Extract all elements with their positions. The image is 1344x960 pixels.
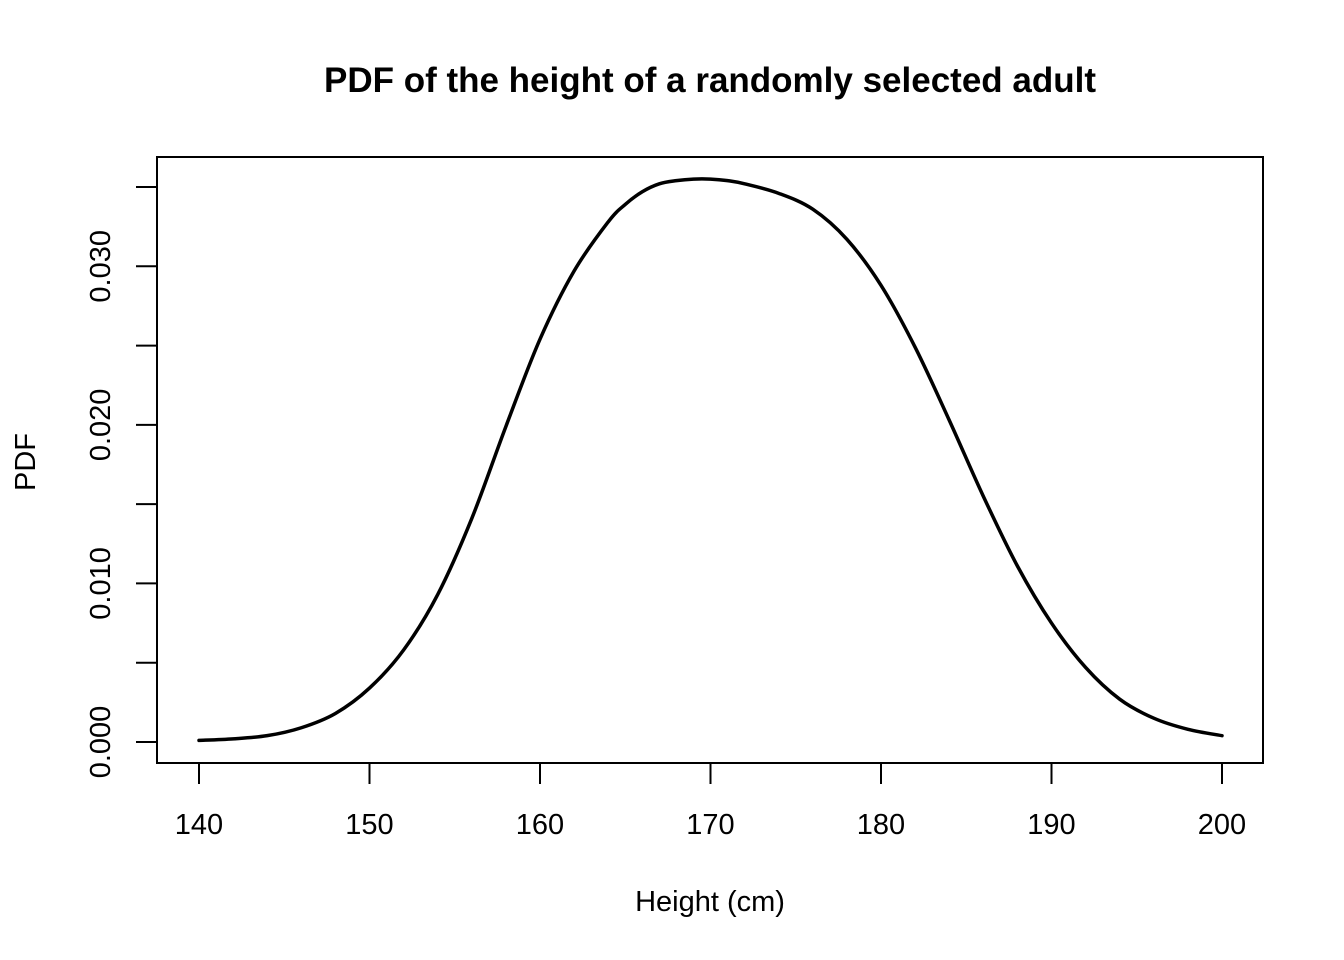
y-tick-label: 0.010 [85,547,117,620]
x-tick-label: 170 [686,809,734,841]
y-axis: 0.000 0.010 0.020 0.030 [85,186,158,779]
x-tick-label: 140 [175,809,223,841]
y-tick-label: 0.030 [85,230,117,303]
x-tick-label: 200 [1198,809,1246,841]
x-axis: 140 150 160 170 180 190 200 [175,762,1246,841]
x-tick-label: 160 [516,809,564,841]
x-tick-label: 150 [345,809,393,841]
pdf-curve [197,177,1224,743]
x-tick-label: 190 [1027,809,1075,841]
x-tick-label: 180 [857,809,905,841]
y-tick-label: 0.000 [85,706,117,779]
x-axis-label: Height (cm) [635,886,785,918]
y-tick-label: 0.020 [85,389,117,462]
plot-frame [156,156,1264,764]
chart-title: PDF of the height of a randomly selected… [324,61,1096,100]
y-axis-label: PDF [10,433,42,491]
